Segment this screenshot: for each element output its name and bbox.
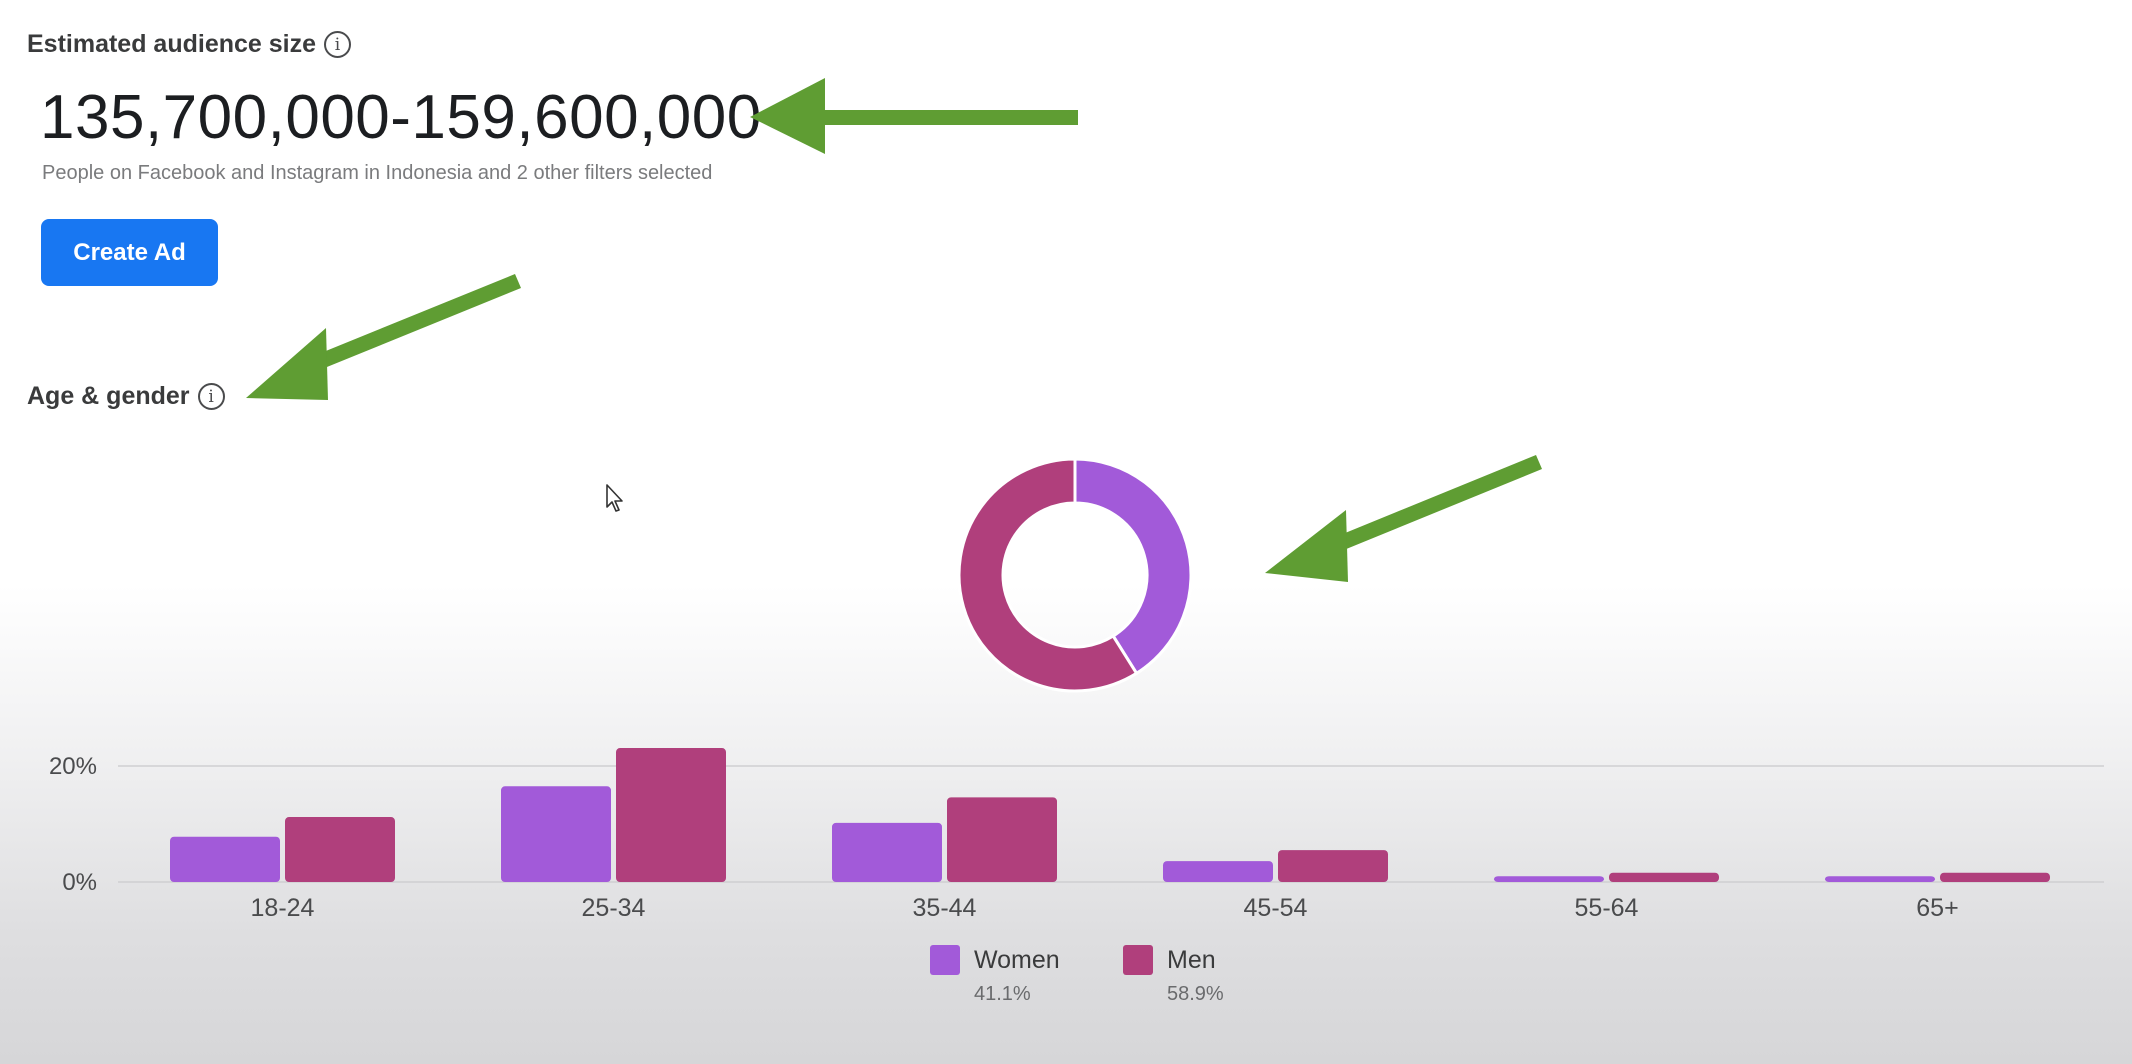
x-tick-label: 55-64 [1575,894,1639,922]
legend-men: Men 58.9% [1123,945,1224,1006]
bar-men-45-54 [1278,850,1388,882]
legend-label-men: Men [1167,945,1216,974]
estimated-audience-size-label: Estimated audience size [27,30,317,58]
arrow-donut [1265,455,1542,582]
bar-men-35-44 [947,797,1057,882]
bar-men-25-34 [616,748,726,882]
donut-slice-women [1073,457,1193,676]
bar-men-65+ [1940,872,2050,882]
x-tick-label: 45-54 [1244,894,1308,922]
age-gender-heading: Age & gender i [27,382,225,411]
gender-donut-chart [957,457,1193,693]
y-tick-label: 0% [62,869,97,896]
estimated-audience-size-heading: Estimated audience size i [27,30,352,59]
audience-description: People on Facebook and Instagram in Indo… [42,162,713,184]
donut-slice-men [957,457,1139,693]
bar-men-55-64 [1609,872,1719,882]
bar-women-25-34 [501,786,611,882]
legend-percent-women: 41.1% [974,983,1031,1005]
legend-swatch-men [1123,945,1153,975]
y-tick-label: 20% [49,753,97,780]
legend-label-women: Women [974,945,1060,974]
audience-size-value: 135,700,000-159,600,000 [40,83,762,152]
create-ad-button[interactable]: Create Ad [41,219,218,286]
bar-men-18-24 [285,817,395,882]
age-gender-label: Age & gender [27,382,190,410]
arrow-age-gender [246,274,521,400]
bar-women-35-44 [832,822,942,882]
legend-percent-men: 58.9% [1167,983,1224,1005]
bar-women-55-64 [1494,876,1604,882]
legend-women: Women 41.1% [930,945,1060,1006]
info-icon[interactable]: i [324,31,352,58]
arrow-audience-size [750,78,1078,154]
x-tick-label: 35-44 [913,894,977,922]
mouse-pointer-icon [606,484,623,512]
age-gender-bar-chart: 20% 0% 18-24 25-34 35-44 45-54 55-64 65+ [49,748,2104,922]
x-tick-label: 65+ [1916,894,1958,922]
info-icon[interactable]: i [197,383,225,410]
bar-women-18-24 [170,836,280,882]
x-tick-label: 18-24 [251,894,315,922]
x-tick-label: 25-34 [582,894,646,922]
legend-swatch-women [930,945,960,975]
bar-women-45-54 [1163,861,1273,882]
bar-women-65+ [1825,876,1935,882]
